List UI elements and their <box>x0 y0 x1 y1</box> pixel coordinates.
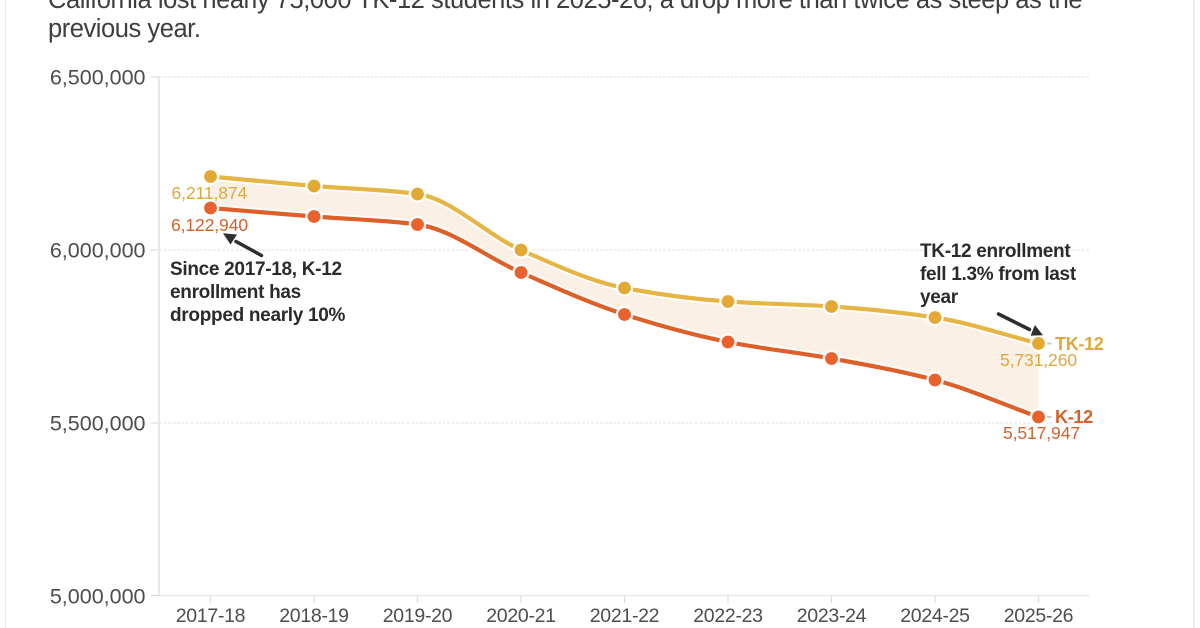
svg-text:2021-22: 2021-22 <box>590 605 659 627</box>
svg-text:2025-26: 2025-26 <box>1004 605 1073 627</box>
svg-text:5,000,000: 5,000,000 <box>50 584 146 608</box>
svg-text:6,000,000: 6,000,000 <box>50 239 146 263</box>
svg-text:5,500,000: 5,500,000 <box>50 412 146 436</box>
svg-text:2024-25: 2024-25 <box>900 605 970 627</box>
svg-text:2017-18: 2017-18 <box>176 605 245 627</box>
svg-text:2018-19: 2018-19 <box>279 605 348 627</box>
svg-text:2022-23: 2022-23 <box>693 605 762 627</box>
svg-text:2020-21: 2020-21 <box>486 605 555 627</box>
svg-text:2023-24: 2023-24 <box>797 605 867 627</box>
svg-text:6,500,000: 6,500,000 <box>50 66 146 90</box>
svg-text:2019-20: 2019-20 <box>383 605 453 627</box>
